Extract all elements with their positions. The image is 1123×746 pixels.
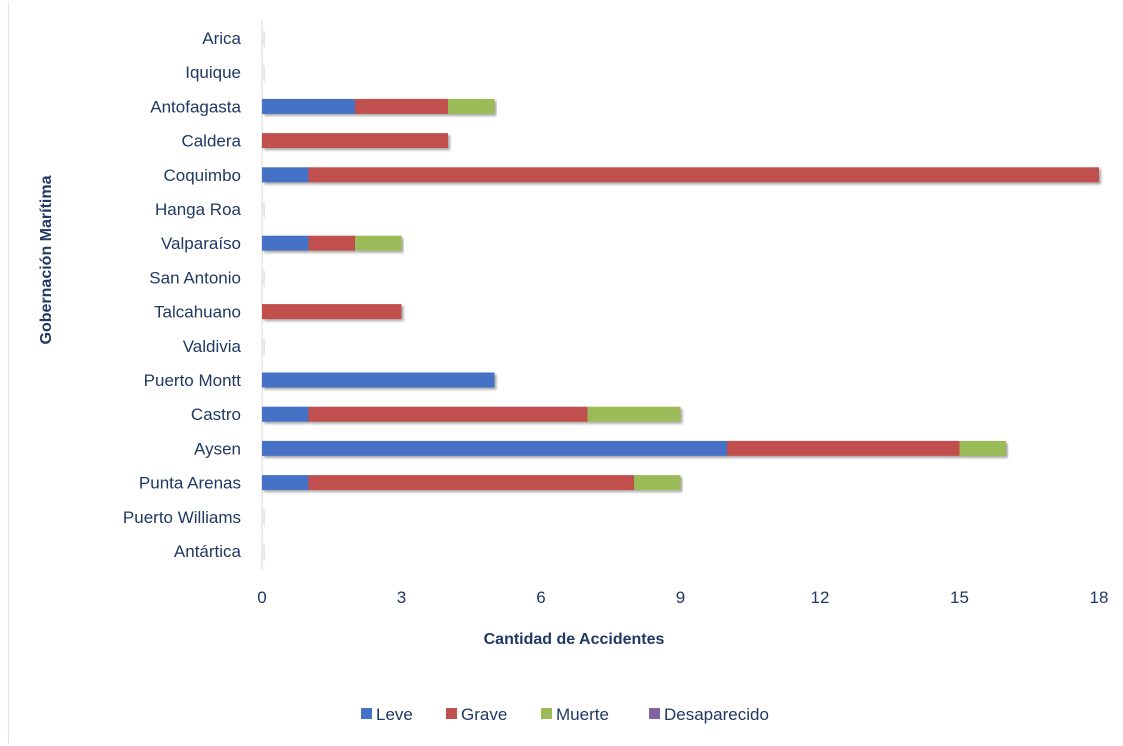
legend: Leve Grave Muerte Desaparecido xyxy=(361,705,769,724)
bar-segment-grave xyxy=(308,167,1099,183)
category-label: Antártica xyxy=(174,542,242,561)
bar-segment-empty xyxy=(263,30,265,46)
chart-frame xyxy=(8,2,1118,744)
x-tick-labels: 0 3 6 9 12 15 18 xyxy=(257,588,1108,607)
x-axis-title: Cantidad de Accidentes xyxy=(484,631,665,648)
bar-segment-grave xyxy=(262,304,402,320)
legend-swatch-leve xyxy=(361,708,372,719)
legend-swatch-grave xyxy=(446,708,457,719)
category-label: San Antonio xyxy=(149,268,241,287)
legend-swatch-muerte xyxy=(541,708,552,719)
category-label: Talcahuano xyxy=(154,303,241,322)
x-tick-label: 12 xyxy=(811,588,830,607)
y-axis-title: Gobernación Marítima xyxy=(38,175,55,344)
legend-label: Grave xyxy=(461,705,507,724)
category-label: Hanga Roa xyxy=(155,200,242,219)
bars-group xyxy=(262,30,1099,559)
bar-segment-empty xyxy=(263,509,265,525)
category-label: Valparaíso xyxy=(161,234,241,253)
bar-segment-empty xyxy=(263,543,265,559)
legend-label: Leve xyxy=(376,705,413,724)
bar-segment-leve xyxy=(262,475,309,491)
x-tick-label: 0 xyxy=(257,588,266,607)
category-label: Iquique xyxy=(185,63,241,82)
bar-segment-muerte xyxy=(587,406,681,422)
bar-segment-grave xyxy=(308,406,588,422)
legend-label: Muerte xyxy=(556,705,609,724)
category-label: Puerto Williams xyxy=(123,508,241,527)
bar-segment-leve xyxy=(262,440,727,456)
bar-segment-muerte xyxy=(634,475,681,491)
bar-segment-leve xyxy=(262,372,495,388)
category-label: Caldera xyxy=(181,132,241,151)
x-tick-label: 3 xyxy=(397,588,406,607)
x-tick-label: 6 xyxy=(536,588,545,607)
x-tick-label: 9 xyxy=(676,588,685,607)
bar-segment-empty xyxy=(263,338,265,354)
category-label: Valdivia xyxy=(183,337,242,356)
category-label: Coquimbo xyxy=(164,166,242,185)
bar-segment-leve xyxy=(262,235,309,251)
bar-segment-muerte xyxy=(448,98,495,114)
category-label: Punta Arenas xyxy=(139,474,241,493)
bar-segment-leve xyxy=(262,167,309,183)
category-label: Puerto Montt xyxy=(144,371,242,390)
bar-segment-grave xyxy=(355,98,448,114)
legend-label: Desaparecido xyxy=(664,705,769,724)
x-tick-label: 15 xyxy=(950,588,969,607)
category-labels: Arica Iquique Antofagasta Caldera Coquimbo Ha… xyxy=(123,29,242,561)
bar-segment-muerte xyxy=(959,440,1006,456)
bar-segment-leve xyxy=(262,406,309,422)
bar-segment-empty xyxy=(263,201,265,217)
category-label: Castro xyxy=(191,405,241,424)
x-tick-label: 18 xyxy=(1090,588,1109,607)
bar-segment-leve xyxy=(262,98,355,114)
bar-segment-grave xyxy=(262,133,448,149)
bar-segment-empty xyxy=(263,64,265,80)
bar-segment-grave xyxy=(727,440,960,456)
bar-segment-grave xyxy=(308,235,355,251)
legend-swatch-desaparecido xyxy=(649,708,660,719)
category-label: Arica xyxy=(202,29,241,48)
bar-segment-empty xyxy=(263,269,265,285)
category-label: Antofagasta xyxy=(150,97,241,116)
bar-segment-grave xyxy=(308,475,634,491)
bar-segment-muerte xyxy=(355,235,402,251)
category-label: Aysen xyxy=(194,439,241,458)
